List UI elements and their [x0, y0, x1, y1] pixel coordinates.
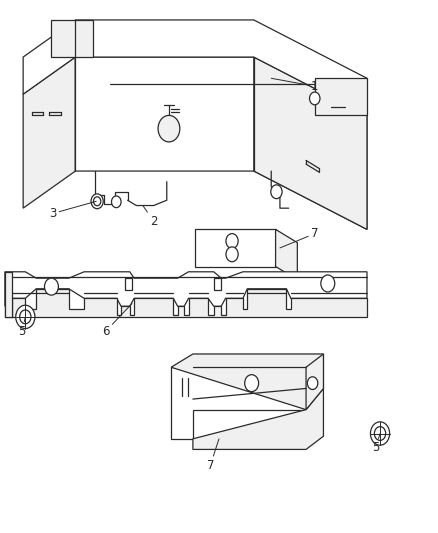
Polygon shape [51, 20, 93, 57]
Text: 2: 2 [143, 206, 158, 228]
Polygon shape [195, 229, 276, 266]
Circle shape [321, 275, 335, 292]
Text: 5: 5 [372, 433, 380, 454]
Polygon shape [193, 389, 323, 449]
Circle shape [374, 426, 386, 440]
Circle shape [93, 197, 101, 206]
Polygon shape [75, 57, 367, 229]
Polygon shape [124, 278, 132, 290]
Text: 7: 7 [207, 439, 219, 472]
Circle shape [91, 194, 103, 209]
Text: 3: 3 [49, 201, 96, 220]
Polygon shape [315, 78, 367, 115]
Text: 5: 5 [18, 317, 26, 338]
Polygon shape [171, 367, 306, 439]
Polygon shape [5, 272, 12, 317]
Circle shape [226, 247, 238, 262]
Circle shape [371, 422, 390, 445]
Circle shape [112, 196, 121, 208]
Text: 7: 7 [280, 227, 318, 248]
Circle shape [16, 305, 35, 328]
Circle shape [158, 115, 180, 142]
Circle shape [307, 377, 318, 390]
Circle shape [45, 278, 58, 295]
Polygon shape [306, 354, 323, 410]
Circle shape [310, 92, 320, 105]
Polygon shape [5, 272, 367, 306]
Polygon shape [5, 289, 367, 317]
Circle shape [20, 310, 31, 324]
Text: 6: 6 [102, 304, 132, 338]
Polygon shape [276, 229, 297, 280]
Polygon shape [254, 57, 367, 229]
Polygon shape [214, 278, 221, 290]
Circle shape [245, 375, 258, 392]
Polygon shape [23, 20, 367, 115]
Circle shape [271, 185, 282, 199]
Polygon shape [171, 354, 323, 410]
Circle shape [226, 233, 238, 248]
Text: 1: 1 [271, 78, 318, 93]
Polygon shape [23, 57, 75, 208]
